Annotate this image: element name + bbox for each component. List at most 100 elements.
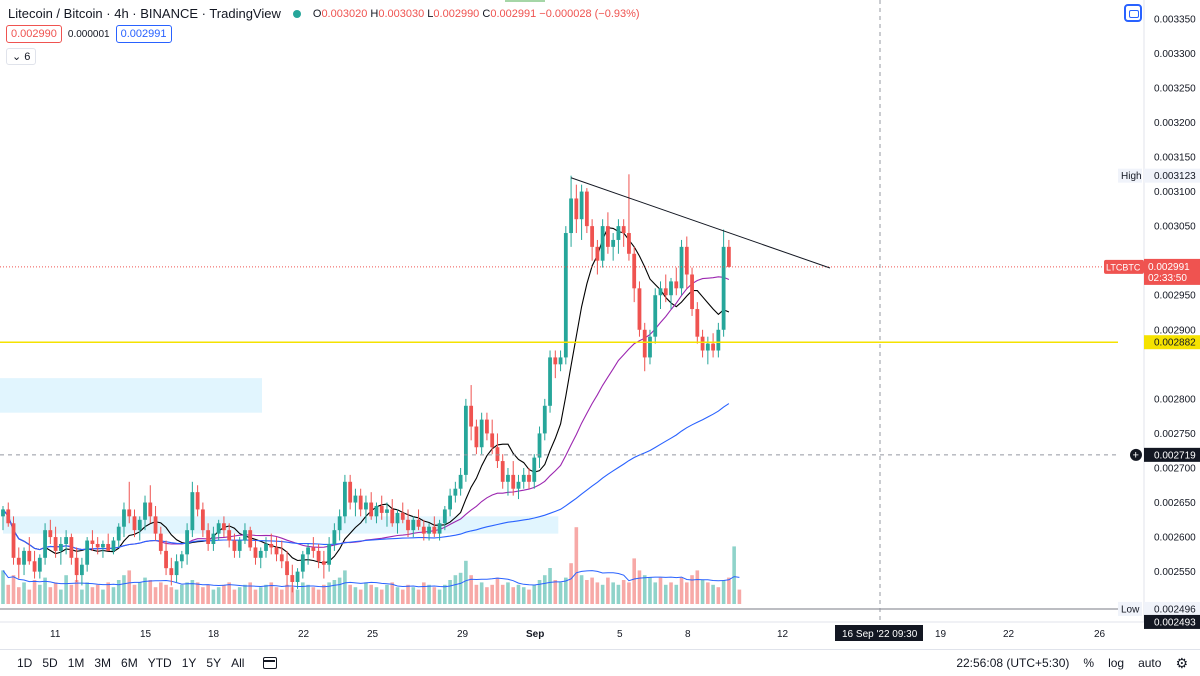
- volume-bar: [685, 582, 689, 604]
- volume-bar: [85, 582, 89, 604]
- volume-bar: [521, 587, 526, 604]
- chart-header: Litecoin / Bitcoin · 4h · BINANCE · Trad…: [8, 6, 640, 21]
- candle-body: [590, 226, 595, 247]
- close-value: 0.002991: [490, 7, 537, 20]
- zone-rect: [0, 378, 262, 413]
- volume-bar: [564, 577, 568, 604]
- time-tick-label: 22: [1003, 629, 1015, 640]
- volume-bar: [327, 582, 331, 604]
- volume-bar: [732, 546, 736, 604]
- volume-bar: [527, 589, 531, 604]
- range-1y[interactable]: 1Y: [181, 656, 197, 670]
- last-bottom-bg: [1144, 614, 1200, 629]
- candle-body: [364, 502, 368, 510]
- calendar-icon[interactable]: [263, 657, 278, 669]
- volume-bar: [69, 584, 74, 604]
- range-5d[interactable]: 5D: [42, 656, 58, 670]
- volume-bar: [453, 575, 458, 604]
- range-1m[interactable]: 1M: [67, 656, 85, 670]
- sell-button[interactable]: 0.002990: [6, 25, 62, 43]
- volume-bar: [195, 582, 200, 604]
- add-alert-icon[interactable]: [1130, 448, 1142, 461]
- volume-bar: [548, 568, 552, 604]
- volume-bar: [458, 572, 463, 604]
- gear-icon[interactable]: ⚙: [1175, 654, 1188, 671]
- percent-toggle[interactable]: %: [1083, 656, 1095, 670]
- time-tick-label: 19: [935, 629, 947, 640]
- candle-body: [463, 405, 468, 475]
- volume-bar: [679, 577, 684, 604]
- indicators-count: 6: [24, 51, 31, 63]
- candle-body: [705, 343, 710, 351]
- price-tick-label: 0.003150: [1154, 153, 1196, 164]
- volume-bar: [637, 570, 642, 604]
- symbol-title[interactable]: Litecoin / Bitcoin · 4h · BINANCE · Trad…: [8, 6, 281, 21]
- volume-bar: [269, 582, 274, 604]
- range-ytd[interactable]: YTD: [147, 656, 172, 670]
- range-all[interactable]: All: [231, 656, 245, 670]
- time-tick-label: 15: [140, 629, 152, 640]
- volume-bar: [606, 577, 610, 604]
- volume-bar: [353, 587, 358, 604]
- candle-body: [258, 550, 263, 558]
- candle-body: [1, 509, 5, 517]
- candle-body: [222, 523, 226, 531]
- range-5y[interactable]: 5Y: [206, 656, 222, 670]
- range-3m[interactable]: 3M: [94, 656, 112, 670]
- indicators-toggle[interactable]: ⌄ 6: [6, 48, 37, 65]
- volume-bar: [437, 589, 442, 604]
- volume-bar: [669, 582, 673, 604]
- volume-bar: [595, 582, 600, 604]
- volume-bar: [690, 575, 694, 604]
- volume-bar: [237, 587, 242, 604]
- candle-body: [43, 530, 47, 558]
- price-tick-label: 0.003350: [1154, 14, 1196, 25]
- volume-bar: [585, 580, 589, 604]
- log-toggle[interactable]: log: [1108, 656, 1125, 670]
- candle-body: [400, 512, 405, 520]
- auto-toggle[interactable]: auto: [1138, 656, 1162, 670]
- time-tick-label: 5: [617, 629, 623, 640]
- volume-bar: [379, 589, 384, 604]
- volume-bar: [153, 587, 158, 604]
- volume-bar: [611, 582, 615, 604]
- volume-bar: [101, 589, 105, 604]
- time-tick-label: Sep: [526, 629, 544, 640]
- volume-bar: [500, 584, 505, 604]
- price-chart[interactable]: 0.003350 0.003300 0.003250 0.003200 0.003150…: [0, 0, 1200, 650]
- candle-body: [684, 246, 689, 275]
- high-tag-label: High: [1121, 171, 1142, 182]
- clock-display[interactable]: 22:56:08 (UTC+5:30): [956, 656, 1070, 670]
- candle-body: [101, 543, 105, 548]
- candle-body: [316, 550, 321, 562]
- volume-bar: [169, 587, 174, 604]
- snapshot-icon[interactable]: [1124, 4, 1142, 22]
- candle-body: [527, 474, 531, 482]
- range-6m[interactable]: 6M: [121, 656, 138, 670]
- price-tick-label: 0.003250: [1154, 83, 1196, 94]
- volume-bar: [106, 582, 110, 604]
- candle-body: [122, 509, 126, 527]
- price-tick-label: 0.002550: [1154, 567, 1196, 578]
- candle-body: [358, 495, 363, 510]
- range-1d[interactable]: 1D: [17, 656, 33, 670]
- volume-bar: [185, 582, 189, 604]
- chevron-down-icon: ⌄: [12, 51, 22, 63]
- volume-bar: [232, 589, 237, 604]
- volume-bar: [164, 584, 168, 604]
- price-axis-bg: [1118, 0, 1200, 650]
- session-marker: [505, 0, 545, 2]
- time-tick-label: 11: [50, 629, 61, 640]
- time-tick-label: 22: [298, 629, 310, 640]
- candle-body: [516, 481, 521, 489]
- candle-body: [548, 357, 552, 406]
- candle-body: [106, 543, 111, 551]
- candle-body: [137, 519, 142, 531]
- candle-body: [442, 509, 447, 524]
- buy-button[interactable]: 0.002991: [115, 25, 172, 43]
- volume-bar: [201, 587, 205, 604]
- candle-body: [143, 502, 147, 520]
- candle-body: [621, 226, 626, 234]
- candle-body: [190, 492, 195, 531]
- plus-icon: +: [1133, 449, 1139, 461]
